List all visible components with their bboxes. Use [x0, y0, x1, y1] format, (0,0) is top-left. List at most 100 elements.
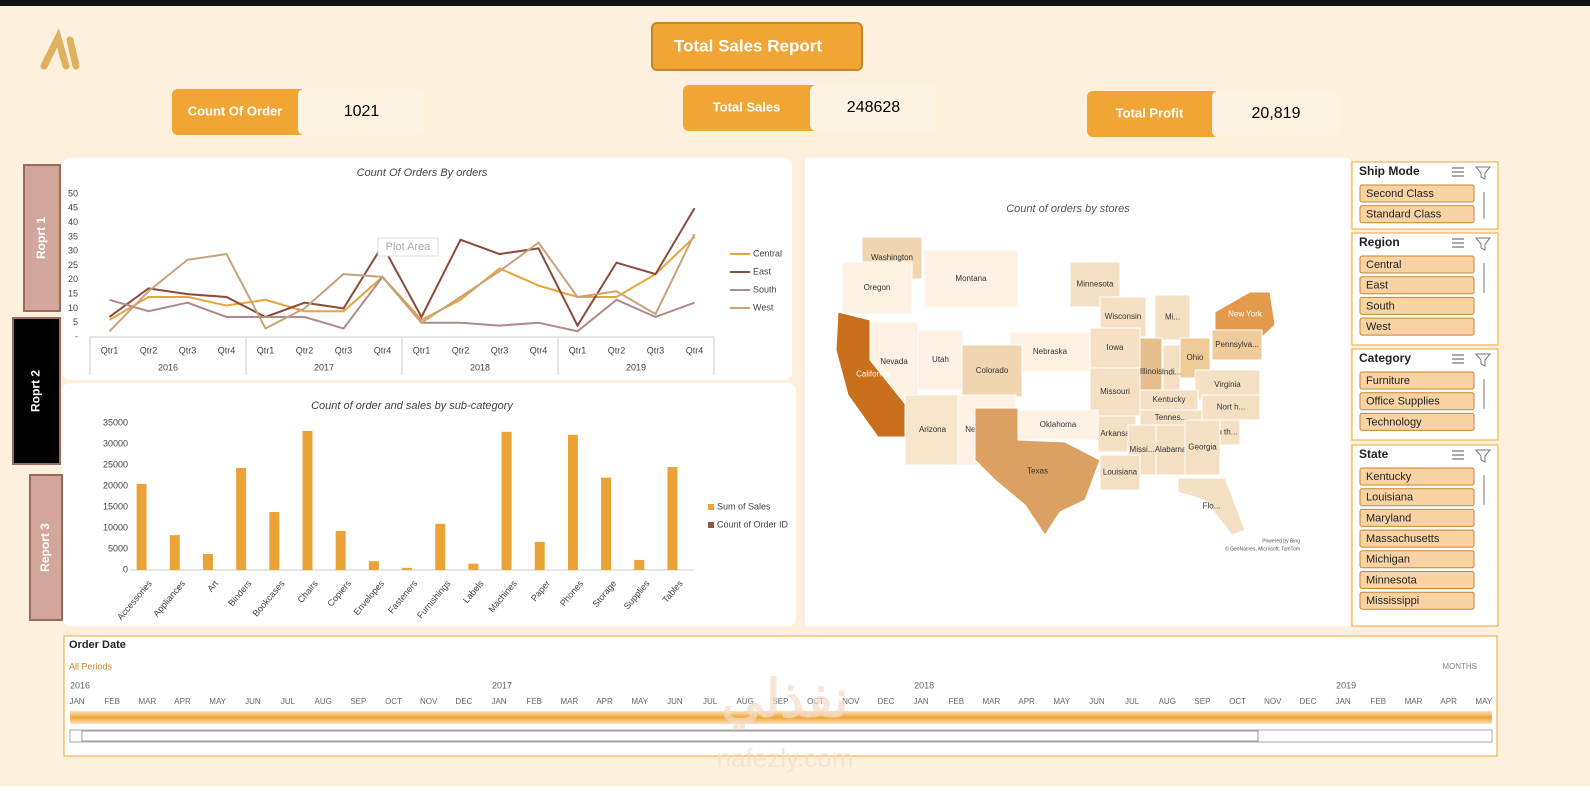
nav-label: Roprt 2 [29, 370, 43, 412]
kpi-value: 20,819 [1252, 105, 1301, 122]
nav-button[interactable] [12, 317, 61, 465]
slicer-item[interactable] [1359, 371, 1475, 390]
timeline-scroll-thumb[interactable] [81, 730, 1259, 742]
slicer-item[interactable] [1359, 488, 1475, 507]
multi-select-icon[interactable] [1452, 450, 1464, 460]
x-tick-label: Qtr2 [452, 345, 470, 355]
slicer-item[interactable] [1359, 529, 1475, 548]
line-series [108, 233, 696, 332]
x-tick-label: Qtr3 [491, 345, 509, 355]
slicer-item[interactable] [1359, 184, 1475, 203]
multi-select-icon[interactable] [1452, 354, 1464, 364]
watermark: nafezly.com [717, 743, 854, 773]
timeline-level[interactable]: MONTHS [1442, 662, 1477, 671]
clear-filter-icon[interactable] [1474, 353, 1492, 367]
state-label: Oklahoma [1040, 420, 1077, 429]
map-credit: Powered by Bing [1262, 538, 1300, 544]
state-label: Texas [1027, 467, 1048, 476]
state-label: Missi... [1130, 445, 1155, 454]
clear-filter-icon[interactable] [1474, 166, 1492, 180]
y-tick-label: 50 [68, 188, 78, 198]
slicer-title: Region [1359, 235, 1400, 249]
y-tick-label: 10000 [103, 522, 128, 532]
scrollbar [1483, 263, 1485, 293]
timeline-selection[interactable] [70, 711, 1492, 724]
slicer-item[interactable] [1359, 317, 1475, 336]
slicer-item[interactable] [1359, 467, 1475, 486]
state-label: California [856, 370, 890, 379]
kpi-label: Total Profit [1116, 105, 1184, 120]
slicer-item[interactable] [1359, 571, 1475, 589]
clear-filter-icon[interactable] [1474, 449, 1492, 463]
timeline-month: NOV [1264, 697, 1282, 706]
state-label: New York [1228, 310, 1263, 319]
slicer-item[interactable] [1359, 508, 1475, 527]
legend-label: Central [753, 248, 782, 258]
nav-label: Report 3 [38, 523, 52, 572]
state-label: Nort h... [1217, 403, 1245, 412]
slicer-item[interactable] [1359, 255, 1475, 274]
slicer-item[interactable] [1359, 296, 1475, 315]
slicer-item-label: Mississippi [1366, 595, 1419, 607]
slicer-item[interactable] [1359, 276, 1475, 295]
y-tick-label: 0 [123, 564, 128, 574]
legend-swatch [708, 504, 714, 510]
tooltip-box [377, 237, 439, 257]
y-tick-label: 30000 [103, 438, 128, 448]
legend-label: West [753, 302, 774, 312]
legend-label: Sum of Sales [717, 501, 771, 511]
logo [40, 28, 80, 70]
nav-button[interactable] [29, 474, 63, 621]
slicer-item-label: South [1366, 300, 1395, 312]
timeline-year: 2017 [492, 680, 512, 690]
x-tick-label: Qtr2 [296, 345, 314, 355]
slicer-item[interactable] [1359, 392, 1475, 411]
x-tick-label: Qtr4 [218, 345, 236, 355]
kpi-value-box [1212, 91, 1340, 137]
slicer-item[interactable] [1359, 205, 1475, 224]
timeline-title: Order Date [69, 639, 126, 651]
group-label: 2018 [470, 362, 490, 372]
clear-filter-icon[interactable] [1474, 237, 1492, 251]
x-tick-label: Qtr1 [257, 345, 275, 355]
timeline-month: FEB [104, 697, 120, 706]
timeline-month: MAR [560, 697, 578, 706]
state-label: Missouri [1100, 387, 1130, 396]
multi-select-icon[interactable] [1452, 238, 1464, 248]
kpi-value: 248628 [847, 99, 900, 116]
state-shape [1099, 296, 1147, 338]
state-label: Alabama [1155, 445, 1187, 454]
timeline-month: APR [596, 697, 613, 706]
x-tick-label: Qtr4 [530, 345, 548, 355]
bar [269, 512, 280, 570]
timeline-month: APR [174, 697, 191, 706]
slicer-item-label: Minnesota [1366, 574, 1418, 586]
slicer-item[interactable] [1359, 550, 1475, 569]
timeline-month: NOV [842, 697, 860, 706]
state-label: Virginia [1214, 380, 1241, 389]
multi-select-icon[interactable] [1452, 167, 1464, 177]
chart-title: Count of order and sales by sub-category [311, 400, 514, 412]
nav-label: Roprt 1 [34, 217, 48, 259]
timeline-month: OCT [385, 697, 402, 706]
state-shape [1184, 419, 1221, 476]
timeline-month: DEC [877, 697, 894, 706]
scrollbar [1483, 192, 1485, 219]
nav-button[interactable] [23, 164, 61, 312]
legend-swatch [708, 522, 714, 528]
x-tick-label: Qtr3 [335, 345, 353, 355]
state-label: Nebraska [1033, 347, 1068, 356]
y-tick-label: 35 [68, 231, 78, 241]
slicer-item[interactable] [1359, 412, 1475, 431]
state-label: Oregon [864, 283, 891, 292]
kpi-label-box [1087, 91, 1222, 137]
state-shape [841, 261, 913, 315]
x-tick-label: Qtr1 [413, 345, 431, 355]
slicer-item-label: Second Class [1366, 188, 1434, 200]
timeline-month: FEB [526, 697, 542, 706]
page-title: Total Sales Report [674, 36, 822, 55]
timeline-year: 2019 [1336, 680, 1356, 690]
bar [435, 523, 446, 570]
group-label: 2017 [314, 362, 334, 372]
slicer-item[interactable] [1359, 591, 1475, 610]
